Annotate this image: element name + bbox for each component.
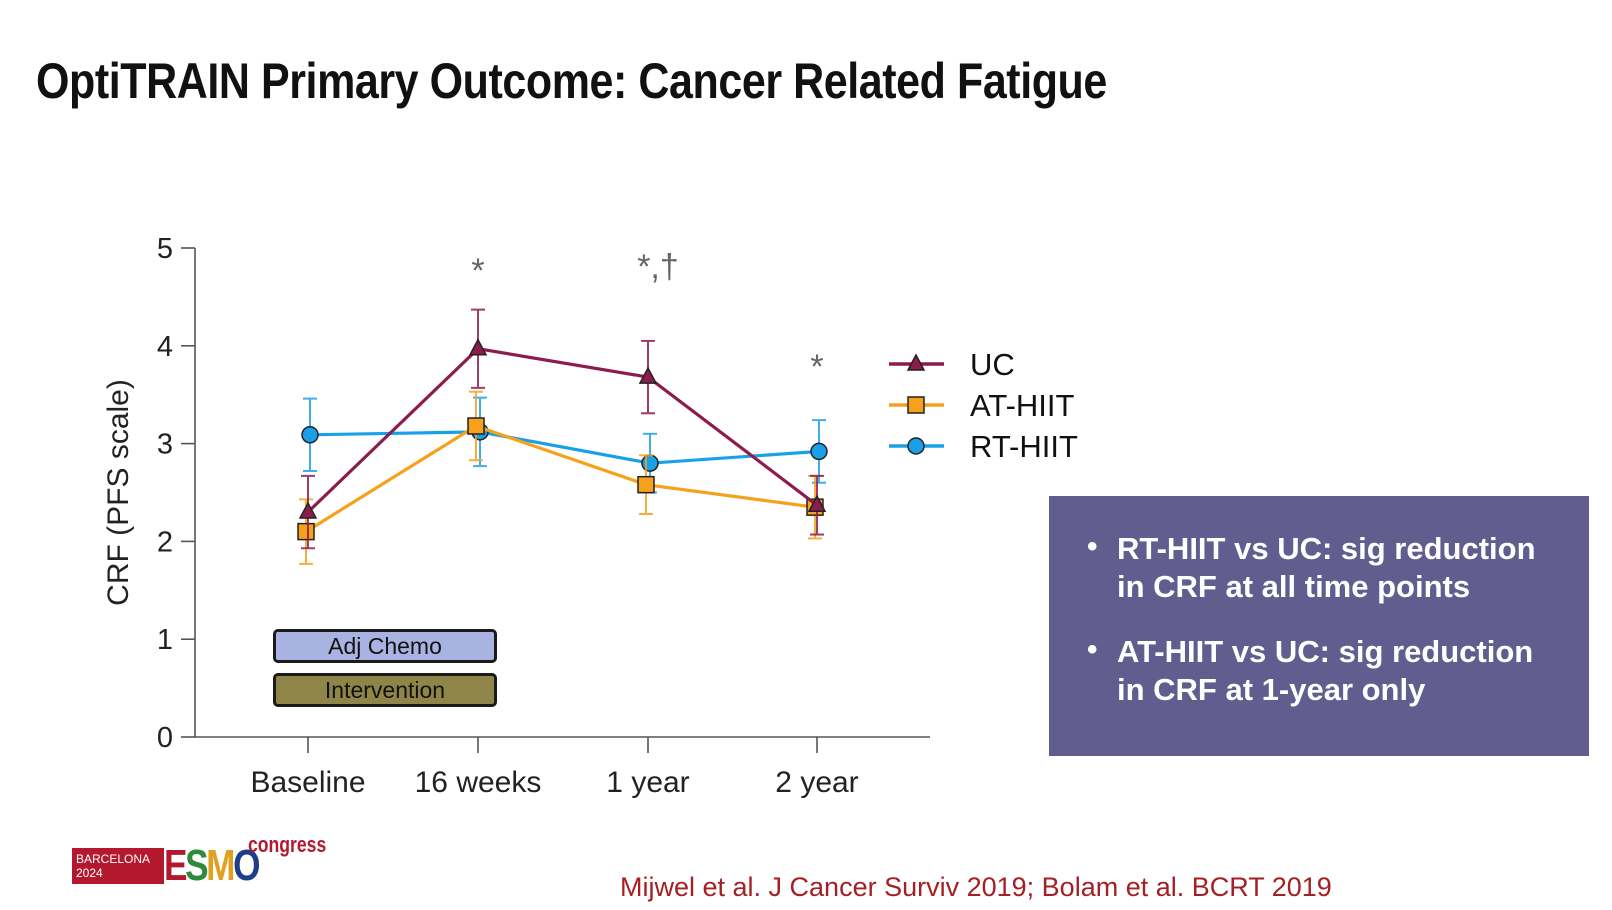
legend-item-rt-hiit: RT-HIIT: [889, 429, 1078, 464]
data-point-uc: [807, 494, 827, 512]
series-uc: [298, 308, 827, 550]
logo-barcelona-badge: BARCELONA 2024: [72, 848, 164, 884]
y-tick-label: 1: [157, 624, 173, 656]
x-tick-label: 1 year: [606, 766, 689, 799]
summary-box: • RT-HIIT vs UC: sig reduction in CRF at…: [1049, 496, 1589, 756]
summary-bullet-1-text: RT-HIIT vs UC: sig reduction in CRF at a…: [1117, 531, 1536, 604]
logo-year: 2024: [76, 866, 103, 880]
logo-congress: congress: [248, 832, 327, 857]
data-point-rt-hiit: [810, 442, 828, 461]
series-rt-hiit: [301, 396, 828, 494]
legend-label: AT-HIIT: [970, 388, 1075, 423]
series-at-hiit: [297, 390, 824, 565]
logo-letter-m: M: [206, 841, 235, 890]
logo-letter-o: O: [233, 841, 260, 890]
series-line-at-hiit: [305, 424, 816, 533]
summary-bullet-2-text: AT-HIIT vs UC: sig reduction in CRF at 1…: [1117, 634, 1534, 707]
x-tick-label: Baseline: [250, 766, 365, 799]
y-axis-label: CRF (PFS scale): [102, 379, 135, 606]
summary-bullet-2: • AT-HIIT vs UC: sig reduction in CRF at…: [1087, 633, 1569, 709]
logo-letter-s: S: [185, 841, 209, 890]
bullet-dot-icon: •: [1087, 530, 1098, 563]
legend-item-at-hiit: AT-HIIT: [889, 388, 1075, 423]
legend-item-uc: UC: [889, 347, 1015, 382]
y-tick-label: 4: [157, 331, 173, 363]
significance-annotation: *: [471, 252, 484, 290]
x-tick-label: 2 year: [775, 766, 858, 799]
citation: Mijwel et al. J Cancer Surviv 2019; Bola…: [620, 872, 1332, 902]
logo-city: BARCELONA: [76, 852, 151, 866]
legend-label: RT-HIIT: [970, 429, 1078, 464]
intervention-label: Intervention: [273, 673, 497, 707]
chart-legend: UC AT-HIIT RT-HIIT: [889, 347, 1078, 464]
adj-chemo-label: Adj Chemo: [273, 629, 497, 663]
y-tick-label: 3: [157, 429, 173, 461]
data-point-at-hiit: [637, 475, 655, 494]
x-tick-label: 16 weeks: [415, 766, 542, 799]
legend-label: UC: [970, 347, 1015, 382]
chart-series: [297, 308, 828, 565]
logo-letter-e: E: [164, 841, 188, 890]
data-point-uc: [638, 366, 658, 384]
adj-chemo-text: Adj Chemo: [328, 633, 442, 659]
data-point-rt-hiit: [301, 426, 319, 444]
logo-esmo-wordmark: ESMO: [164, 841, 261, 890]
legend-marker-rt-hiit: [907, 437, 925, 455]
significance-annotation: *: [810, 348, 823, 386]
bullet-dot-icon: •: [1087, 633, 1098, 666]
chart-axes: 0 1 2 3 4 5 Baseline 16 weeks 1 year 2 year CRF (P…: [102, 233, 930, 799]
slide-title: OptiTRAIN Primary Outcome: Cancer Relate…: [36, 53, 1107, 109]
series-line-uc: [306, 347, 818, 514]
intervention-text: Intervention: [324, 677, 446, 703]
data-point-uc: [468, 338, 488, 356]
y-tick-label: 0: [157, 722, 173, 754]
data-point-rt-hiit: [641, 454, 659, 472]
y-tick-label: 2: [157, 526, 173, 558]
chart-annotations: * *,† *: [471, 248, 823, 386]
data-point-at-hiit: [467, 417, 485, 435]
significance-annotation: *,†: [637, 248, 679, 286]
data-point-at-hiit: [297, 522, 315, 541]
series-line-rt-hiit: [309, 430, 820, 465]
data-point-uc: [298, 501, 318, 519]
legend-marker-at-hiit: [907, 396, 925, 414]
legend-marker-uc: [906, 353, 926, 371]
summary-bullet-1: • RT-HIIT vs UC: sig reduction in CRF at…: [1087, 530, 1569, 606]
y-tick-label: 5: [157, 233, 173, 265]
